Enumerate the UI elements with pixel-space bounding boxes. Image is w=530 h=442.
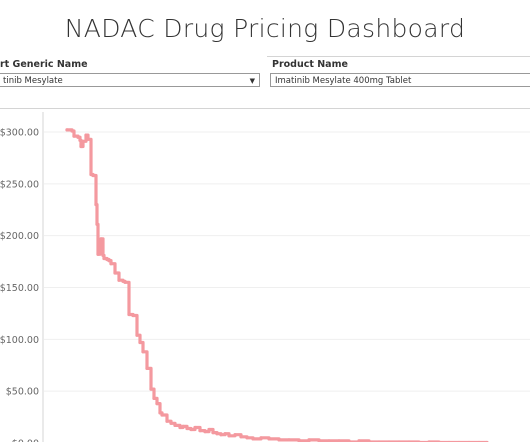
generic-name-dropdown[interactable]: tinib Mesylate ▼ [0, 73, 260, 87]
data-point-54[interactable] [245, 436, 249, 440]
data-point-46[interactable] [207, 427, 211, 432]
data-point-24[interactable] [123, 280, 127, 284]
data-point-37[interactable] [169, 421, 173, 425]
data-point-15[interactable] [99, 237, 103, 241]
data-point-50[interactable] [223, 432, 227, 436]
data-point-29[interactable] [141, 350, 145, 354]
data-point-27[interactable] [135, 333, 139, 337]
chevron-down-icon[interactable]: ▼ [249, 77, 255, 85]
data-point-31[interactable] [149, 387, 153, 391]
data-point-52[interactable] [233, 433, 237, 437]
y-axis-ticks: $0.00 $50.00 $100.00 $150.00 $200.00 $250.00 $… [0, 128, 39, 442]
y-tick-label-1: $50.00 [6, 387, 39, 398]
data-point-59[interactable] [287, 438, 291, 442]
data-point-57[interactable] [267, 437, 271, 441]
y-tick-label-0: $0.00 [12, 439, 39, 442]
y-tick-label-6: $300.00 [0, 128, 39, 139]
chart-panel-top-border [0, 108, 530, 109]
data-point-38[interactable] [173, 423, 177, 427]
data-point-26[interactable] [131, 313, 135, 318]
data-point-22[interactable] [117, 278, 121, 282]
data-point-2[interactable] [72, 134, 76, 138]
data-point-17[interactable] [102, 256, 106, 261]
data-point-20[interactable] [109, 262, 113, 266]
data-point-14[interactable] [98, 251, 102, 255]
data-point-40[interactable] [181, 424, 185, 428]
data-point-64[interactable] [337, 439, 341, 442]
data-point-0[interactable] [65, 128, 69, 132]
data-point-47[interactable] [211, 431, 215, 435]
data-point-32[interactable] [152, 396, 156, 400]
data-point-42[interactable] [189, 427, 193, 432]
data-point-61[interactable] [307, 438, 311, 442]
data-point-4[interactable] [78, 138, 82, 142]
data-point-16[interactable] [101, 253, 105, 257]
generic-name-filter-label: rt Generic Name [0, 59, 88, 70]
data-point-62[interactable] [317, 439, 321, 442]
y-tick-label-4: $200.00 [0, 231, 39, 242]
data-point-55[interactable] [251, 437, 255, 441]
data-point-25[interactable] [127, 312, 131, 317]
data-point-60[interactable] [297, 439, 301, 442]
data-point-44[interactable] [198, 429, 202, 433]
data-point-34[interactable] [158, 411, 162, 415]
generic-name-dropdown-value: tinib Mesylate [3, 76, 63, 86]
data-point-35[interactable] [160, 413, 164, 417]
data-point-8[interactable] [86, 137, 90, 141]
data-point-30[interactable] [145, 366, 149, 370]
y-tick-label-3: $150.00 [0, 283, 39, 294]
data-point-1[interactable] [70, 129, 74, 133]
grid-lines [44, 131, 530, 392]
data-point-49[interactable] [219, 433, 223, 437]
data-point-11[interactable] [94, 203, 98, 207]
data-point-6[interactable] [81, 139, 85, 143]
data-point-43[interactable] [193, 425, 197, 430]
product-name-filter-label: Product Name [272, 59, 348, 70]
product-filter-top-border [267, 56, 530, 57]
data-point-21[interactable] [113, 271, 117, 275]
data-point-19[interactable] [107, 259, 111, 263]
data-point-33[interactable] [155, 402, 159, 406]
y-tick-label-5: $250.00 [0, 179, 39, 190]
data-point-7[interactable] [84, 133, 88, 137]
data-point-56[interactable] [259, 436, 263, 440]
data-point-5[interactable] [79, 144, 83, 149]
product-name-input[interactable]: Imatinib Mesylate 400mg Tablet [270, 73, 530, 87]
price-series-line[interactable] [65, 128, 489, 442]
data-point-10[interactable] [91, 173, 95, 178]
y-tick-label-2: $100.00 [0, 335, 39, 346]
product-name-value: Imatinib Mesylate 400mg Tablet [275, 76, 412, 86]
data-point-45[interactable] [203, 430, 207, 434]
data-point-3[interactable] [76, 135, 80, 139]
data-point-51[interactable] [227, 434, 231, 438]
data-point-48[interactable] [215, 432, 219, 436]
price-series [65, 128, 489, 442]
data-point-66[interactable] [357, 439, 361, 442]
data-point-41[interactable] [185, 426, 189, 431]
data-point-39[interactable] [178, 425, 182, 430]
data-point-28[interactable] [138, 340, 142, 345]
data-point-36[interactable] [165, 419, 169, 423]
data-point-12[interactable] [95, 222, 99, 226]
data-point-58[interactable] [277, 438, 281, 442]
data-point-63[interactable] [327, 439, 331, 442]
dashboard-title: NADAC Drug Pricing Dashboard [64, 14, 466, 43]
data-point-53[interactable] [239, 435, 243, 439]
